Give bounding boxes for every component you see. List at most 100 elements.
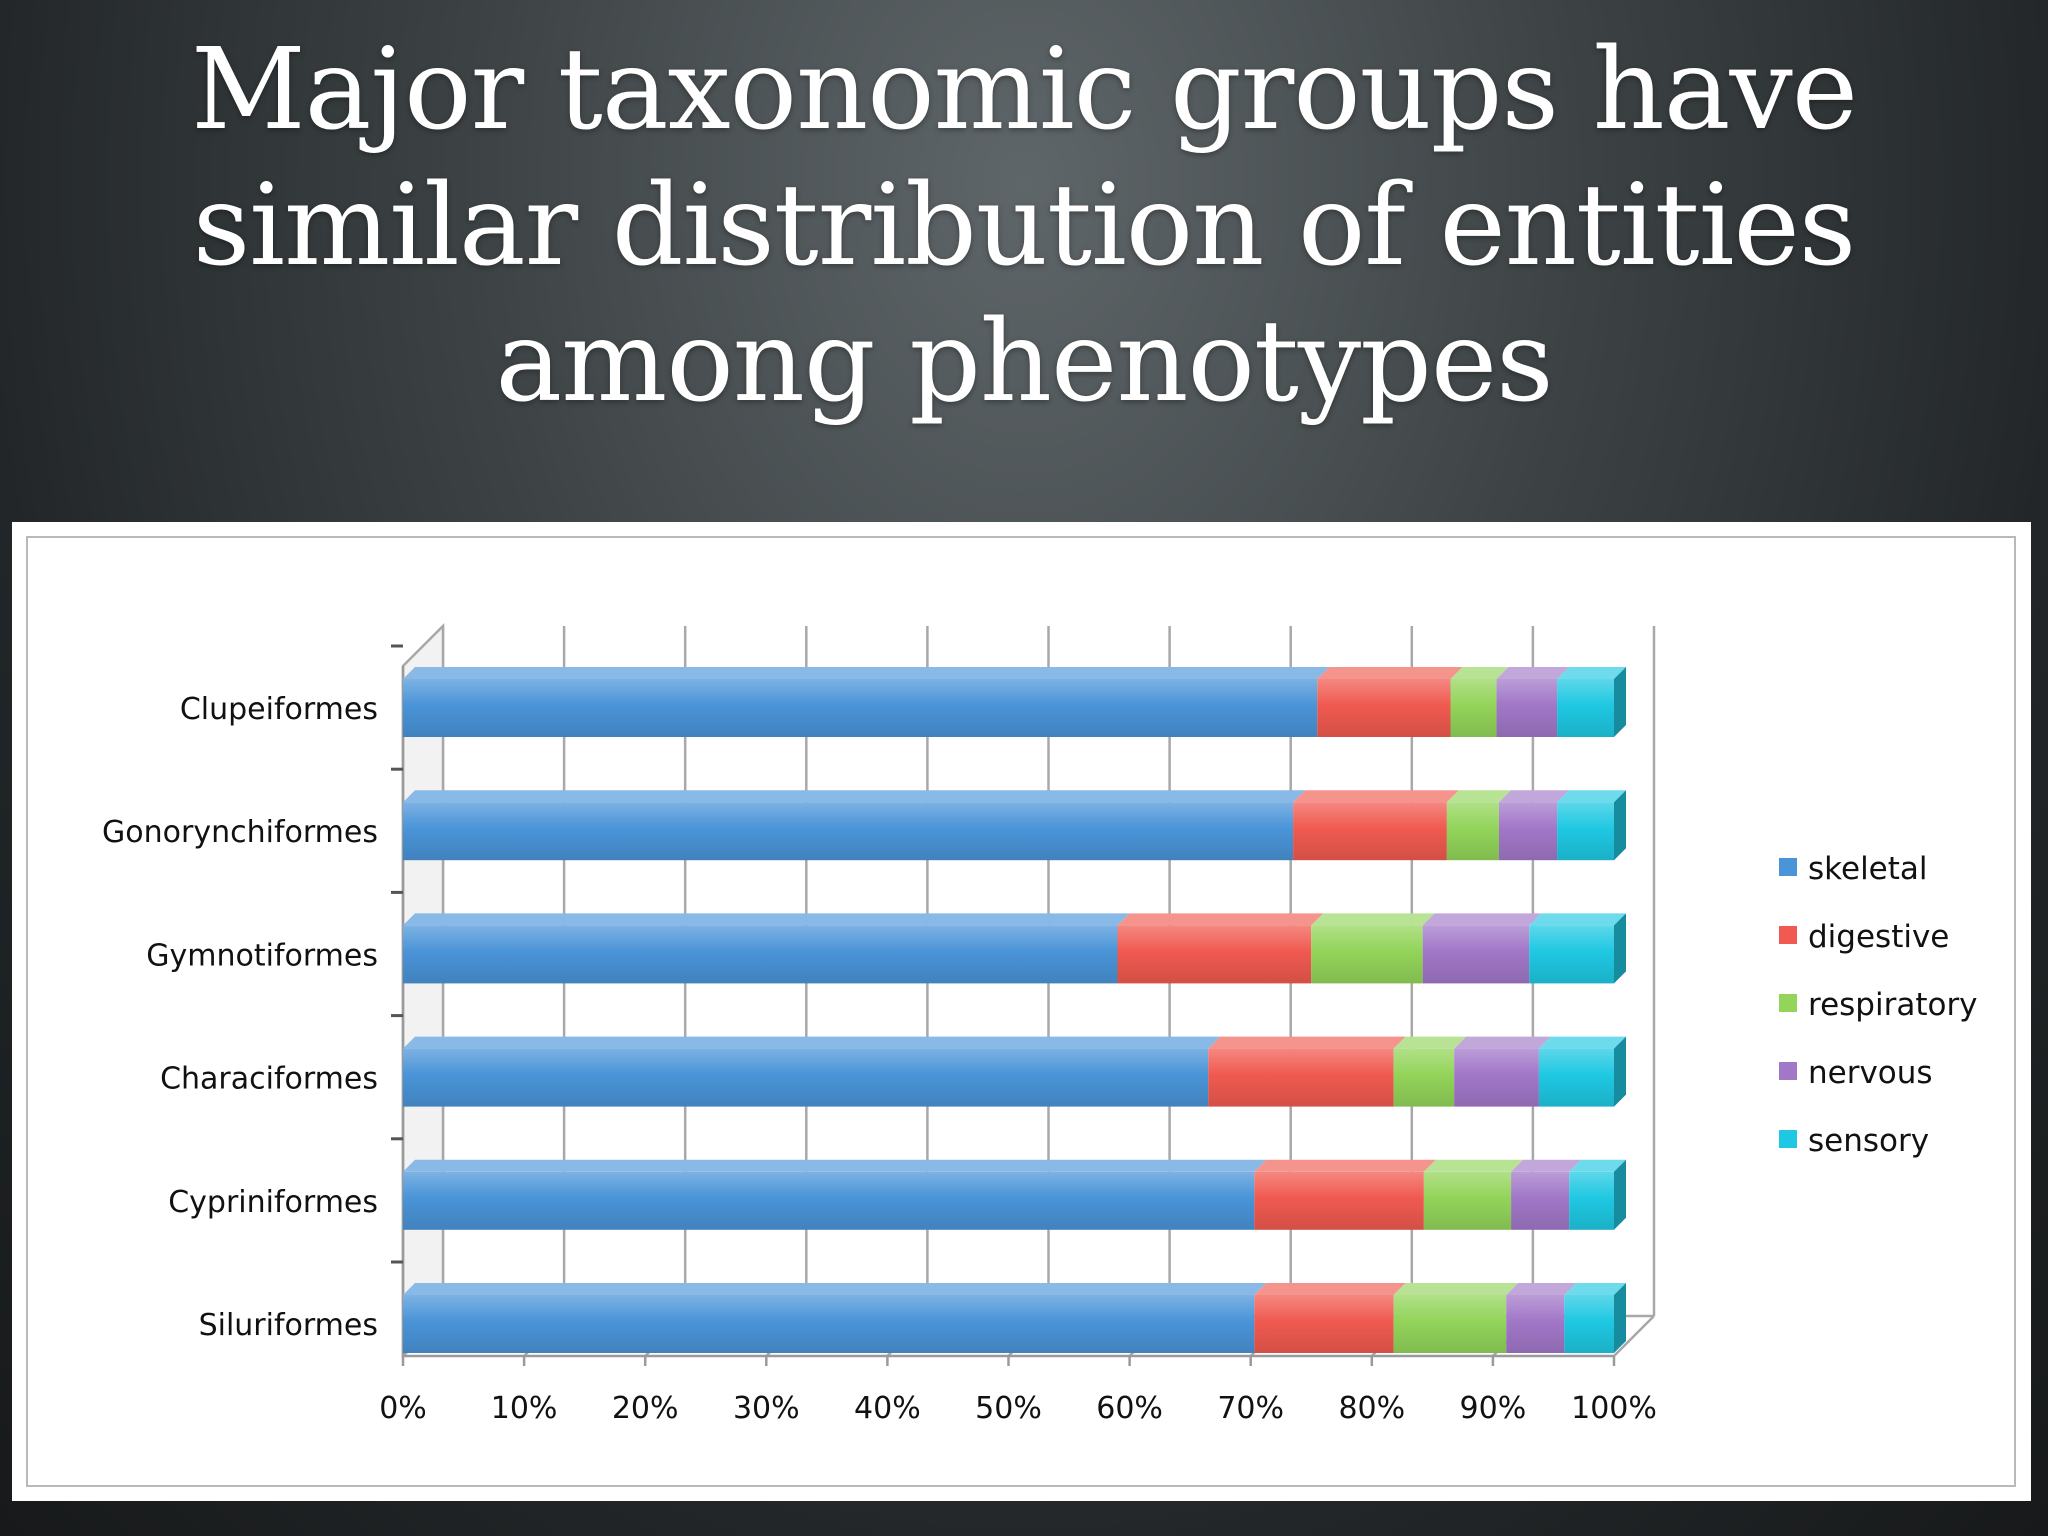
legend-item-sensory: sensory	[1779, 1123, 1929, 1159]
bar-top	[1454, 1036, 1551, 1049]
bar-segment-nervous	[1496, 667, 1570, 737]
x-tick-label: 80%	[1338, 1391, 1405, 1426]
bar-segment-sensory	[1529, 913, 1626, 984]
bar-top	[403, 1036, 1221, 1049]
x-tick-label: 50%	[975, 1391, 1042, 1426]
bar-segment-respiratory	[1450, 667, 1509, 737]
bar-face	[1557, 679, 1614, 737]
legend: skeletal digestive respiratory nervous senso…	[1779, 851, 1978, 1159]
bar-top	[1511, 1159, 1582, 1172]
bar-face	[1557, 802, 1614, 861]
x-tick-label: 20%	[612, 1391, 679, 1426]
bar-top	[403, 790, 1306, 803]
bar-top	[403, 667, 1330, 679]
bar-face	[1423, 1171, 1512, 1230]
bar-face	[1254, 1295, 1394, 1353]
bar-segment-sensory	[1564, 1283, 1626, 1353]
bar-segment-sensory	[1538, 1036, 1626, 1107]
bar-segment-digestive	[1208, 1036, 1406, 1107]
slide-title-line-1: Major taxonomic groups have	[190, 25, 1858, 155]
bar-face	[403, 925, 1118, 984]
category-label: Gymnotiformes	[146, 938, 378, 973]
bar-face	[403, 679, 1318, 737]
x-tick-label: 10%	[491, 1391, 558, 1426]
floor-gridline	[1613, 1315, 1655, 1357]
legend-label: nervous	[1808, 1055, 1933, 1091]
bar-top	[1506, 1283, 1577, 1295]
bar-top	[1254, 1283, 1406, 1295]
bar-face	[1498, 802, 1558, 861]
bar-top	[1117, 913, 1324, 926]
bar-top	[403, 913, 1130, 926]
bar-top	[403, 1283, 1267, 1295]
x-tick-label: 30%	[733, 1391, 800, 1426]
bar-top	[1496, 667, 1570, 679]
bar-face	[1564, 1295, 1614, 1353]
bar-segment-digestive	[1317, 667, 1463, 737]
bar-segment-respiratory	[1393, 1036, 1467, 1107]
bar-segment-nervous	[1511, 1159, 1582, 1230]
bar-face	[1569, 1171, 1614, 1230]
bar-face	[1450, 679, 1497, 737]
bar-segment-digestive	[1293, 790, 1459, 861]
stacked-bar-chart: 0% 10% 20% 30% 40% 50% 60% 70% 80% 90% 100% Clupeif…	[102, 622, 1978, 1426]
bar-top	[1393, 1283, 1519, 1295]
bar-end	[1614, 1283, 1626, 1353]
bar-top	[403, 1159, 1267, 1172]
bar-segment-sensory	[1569, 1159, 1626, 1230]
bar-segment-skeletal	[403, 1283, 1267, 1353]
bar-end	[1614, 1036, 1626, 1107]
bar-face	[1538, 1048, 1614, 1107]
bar-segment-respiratory	[1446, 790, 1511, 861]
x-tick-label: 40%	[854, 1391, 921, 1426]
legend-swatch	[1779, 858, 1797, 876]
x-tick-label: 0%	[379, 1391, 427, 1426]
bar-face	[403, 1171, 1255, 1230]
bar-top	[1446, 790, 1511, 803]
bar-top	[1557, 790, 1626, 803]
bar-top	[1393, 1036, 1467, 1049]
bar-face	[1496, 679, 1558, 737]
legend-item-digestive: digestive	[1779, 919, 1949, 955]
chart-frame	[26, 536, 2016, 1487]
bar-segment-nervous	[1506, 1283, 1577, 1353]
bar-face	[1454, 1048, 1539, 1107]
slide-title-line-3: among phenotypes	[495, 297, 1553, 427]
bar-top	[1569, 1159, 1626, 1172]
bar-top	[1422, 913, 1542, 926]
legend-swatch	[1779, 1062, 1797, 1080]
bar-segment-skeletal	[403, 913, 1130, 984]
bar-face	[1293, 802, 1447, 861]
legend-item-nervous: nervous	[1779, 1055, 1933, 1091]
bar-top	[1557, 667, 1626, 679]
bar-segment-nervous	[1498, 790, 1570, 861]
bar-face	[403, 1295, 1255, 1353]
bar-segment-nervous	[1454, 1036, 1551, 1107]
bar-face	[403, 1048, 1209, 1107]
bar-face	[1317, 679, 1451, 737]
bar-end	[1614, 913, 1626, 984]
bar-end	[1614, 790, 1626, 861]
slide-title: Major taxonomic groups have similar dist…	[0, 22, 2048, 430]
category-label: Siluriformes	[199, 1308, 378, 1343]
legend-item-respiratory: respiratory	[1779, 987, 1978, 1023]
bar-segment-skeletal	[403, 1036, 1221, 1107]
bar-segment-digestive	[1117, 913, 1324, 984]
bar-segment-nervous	[1422, 913, 1542, 984]
legend-label: sensory	[1808, 1123, 1929, 1159]
bar-segment-digestive	[1254, 1159, 1436, 1230]
bar-segment-respiratory	[1423, 1159, 1524, 1230]
bar-face	[1208, 1048, 1394, 1107]
legend-label: skeletal	[1808, 851, 1928, 887]
x-tick-label: 100%	[1571, 1391, 1657, 1426]
bar-top	[1254, 1159, 1436, 1172]
slide-title-line-2: similar distribution of entities	[192, 161, 1857, 291]
bar-face	[1311, 925, 1423, 984]
bar-top	[1293, 790, 1459, 803]
bar-segment-respiratory	[1311, 913, 1435, 984]
category-label: Clupeiformes	[180, 692, 378, 727]
category-label: Cypriniformes	[168, 1185, 378, 1220]
x-tick-label: 90%	[1460, 1391, 1527, 1426]
category-label: Gonorynchiformes	[102, 815, 378, 850]
bar-face	[403, 802, 1294, 861]
